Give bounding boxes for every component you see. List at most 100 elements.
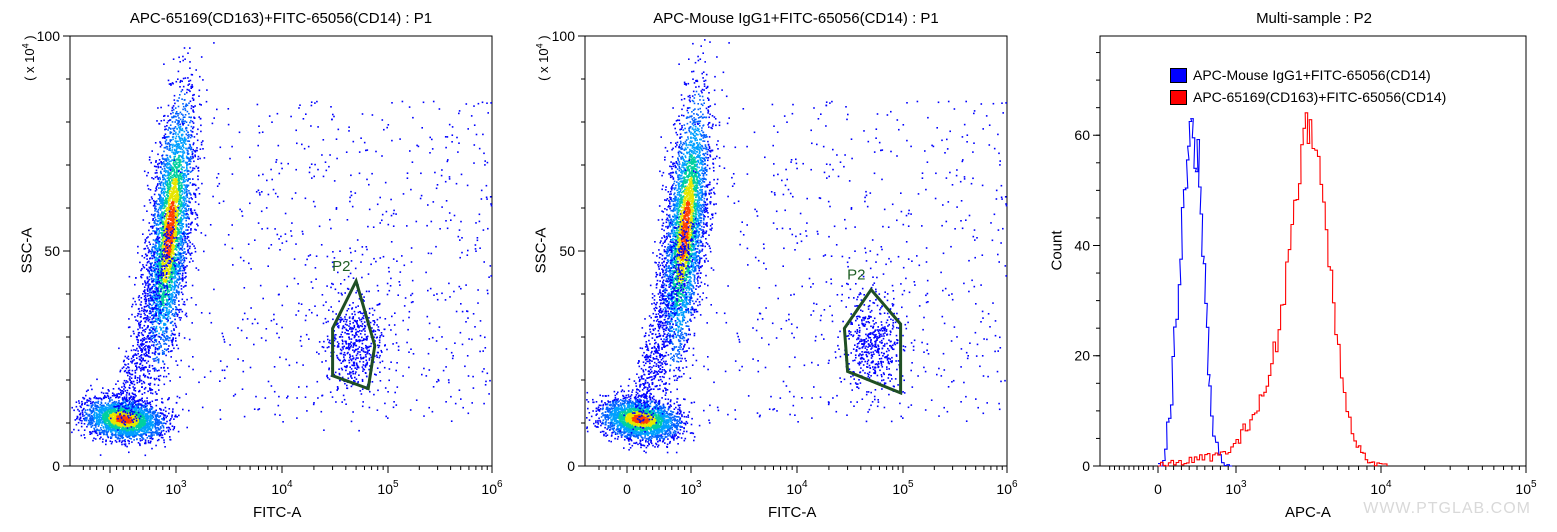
event-dot [117,413,119,415]
event-dot [180,219,183,222]
event-dot [110,407,112,410]
event-dot [161,168,164,170]
event-dot [99,409,101,412]
event-dot [80,425,83,428]
event-dot [107,429,110,432]
event-dot [151,255,153,257]
event-dot [154,200,157,203]
event-dot [90,423,93,425]
event-dot [117,415,119,417]
event-dot [123,431,125,433]
event-dot [185,281,187,284]
event-dot [139,443,141,445]
event-dot [106,413,109,416]
event-dot [152,239,155,241]
event-dot [150,330,153,332]
event-dot [128,398,131,401]
event-dot [164,330,166,332]
event-dot [75,405,78,408]
event-dot [139,414,141,416]
event-dot [163,271,165,274]
event-dot [183,248,186,250]
event-dot [136,403,139,405]
event-dot [148,427,150,429]
event-dot [176,158,178,160]
event-dot [155,419,157,422]
event-dot [157,203,160,205]
event-dot [129,403,131,405]
event-dot [125,421,127,423]
event-dot [167,120,170,122]
event-dot [170,222,172,224]
event-dot [166,213,169,215]
event-dot [181,98,183,100]
event-dot [153,345,155,347]
event-dot [182,408,184,411]
event-dot [184,232,187,235]
event-dot [132,433,135,435]
event-dot [189,252,191,255]
event-dot [110,423,113,425]
event-dot [173,427,175,429]
event-dot [178,245,180,247]
event-dot [106,423,108,425]
event-dot [135,431,137,433]
event-dot [158,419,161,421]
event-dot [149,423,152,426]
event-dot [178,159,181,161]
event-dot [143,411,146,414]
event-dot [165,310,168,312]
event-dot [135,416,138,419]
event-dot [161,137,164,139]
event-dot [164,182,166,185]
event-dot [152,218,154,220]
event-dot [94,407,97,410]
event-dot [161,397,163,400]
event-dot [142,219,145,221]
event-dot [102,397,105,400]
event-dot [88,421,91,423]
event-dot [100,404,103,407]
event-dot [181,269,184,272]
event-dot [157,212,160,214]
event-dot [178,304,180,306]
event-dot [167,277,170,280]
event-dot [89,408,91,411]
event-dot [109,426,112,429]
event-dot [160,246,162,248]
event-dot [118,412,121,414]
event-dot [152,303,155,305]
event-dot [98,417,100,419]
event-dot [125,397,127,400]
event-dot [169,186,171,188]
event-dot [175,297,178,299]
event-dot [174,102,176,105]
event-dot [105,430,107,432]
event-dot [165,222,168,224]
event-dot [164,348,166,350]
event-dot [148,291,151,294]
event-dot [138,408,141,411]
event-dot [81,420,83,422]
event-dot [168,296,171,298]
event-dot [120,425,122,428]
event-dot [158,162,160,165]
event-dot [164,317,166,319]
event-dot [97,410,100,412]
event-dot [177,115,179,117]
event-dot [104,409,106,412]
event-dot [179,272,182,275]
event-dot [100,406,102,408]
event-dot [151,414,153,417]
event-dot [169,436,171,438]
event-dot [91,409,93,412]
event-dot [107,415,110,418]
event-dot [174,153,177,155]
event-dot [157,414,159,417]
event-dot [176,112,179,115]
event-dot [181,242,183,244]
event-dot [172,212,174,214]
event-dot [177,209,179,212]
event-dot [153,224,156,227]
event-dot [176,232,179,234]
